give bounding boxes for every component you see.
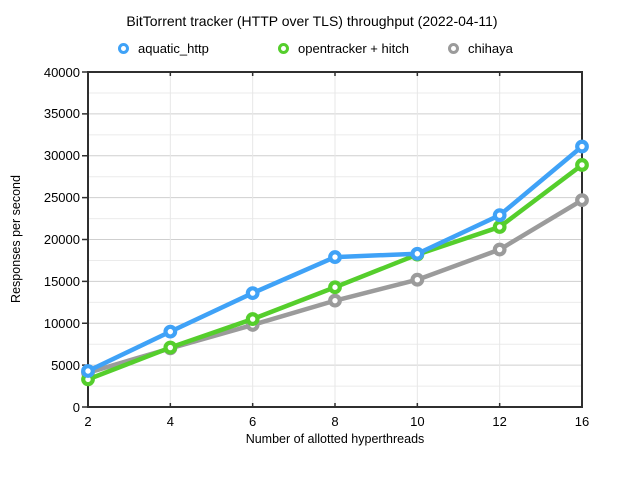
data-point-chihaya: [328, 293, 342, 308]
legend-ring-marker-icon: [278, 42, 289, 54]
y-tick-label: 30000: [43, 148, 80, 164]
y-tick-label: 15000: [43, 273, 80, 289]
data-point-chihaya: [575, 193, 589, 208]
data-point-opentracker + hitch: [328, 280, 342, 295]
y-tick-label: 25000: [43, 190, 80, 206]
data-point-opentracker + hitch: [575, 158, 589, 172]
data-point-aquatic_http: [245, 286, 260, 301]
y-tick-label: 40000: [43, 64, 80, 80]
legend-ring-marker-icon: [448, 42, 459, 54]
legend-label: aquatic_http: [138, 40, 209, 56]
legend-label: opentracker + hitch: [298, 40, 409, 56]
data-point-opentracker + hitch: [245, 312, 260, 326]
data-point-aquatic_http: [328, 250, 342, 264]
legend-ring-marker-icon: [118, 42, 129, 54]
y-tick-label: 35000: [43, 106, 80, 122]
data-point-aquatic_http: [81, 364, 95, 378]
y-tick-label: 20000: [43, 232, 80, 247]
data-point-aquatic_http: [492, 208, 507, 223]
x-tick-label: 6: [249, 414, 257, 429]
data-point-chihaya: [492, 242, 507, 257]
legend-item-chihaya: chihaya: [448, 40, 513, 56]
chart-title: BitTorrent tracker (HTTP over TLS) throu…: [126, 13, 498, 29]
y-tick-label: 0: [72, 399, 80, 415]
data-point-chihaya: [410, 272, 425, 287]
y-axis-title: Responses per second: [9, 175, 23, 303]
data-point-opentracker + hitch: [163, 340, 178, 355]
x-tick-label: 8: [331, 414, 339, 429]
legend: aquatic_http opentracker + hitch chihaya: [0, 40, 624, 56]
y-tick-label: 5000: [51, 357, 80, 373]
y-tick-label: 10000: [43, 315, 80, 331]
data-point-aquatic_http: [575, 139, 589, 154]
data-point-aquatic_http: [410, 246, 425, 261]
legend-item-opentracker-hitch: opentracker + hitch: [278, 40, 409, 56]
x-tick-label: 10: [410, 414, 425, 429]
data-point-opentracker + hitch: [492, 220, 507, 234]
legend-item-aquatic-http: aquatic_http: [118, 40, 209, 56]
x-tick-label: 4: [166, 414, 174, 429]
x-axis-title: Number of allotted hyperthreads: [245, 432, 425, 446]
data-point-aquatic_http: [163, 324, 178, 339]
x-tick-label: 2: [84, 414, 92, 429]
x-tick-label: 16: [574, 414, 590, 429]
x-tick-label: 12: [492, 414, 507, 429]
legend-label: chihaya: [468, 40, 513, 56]
